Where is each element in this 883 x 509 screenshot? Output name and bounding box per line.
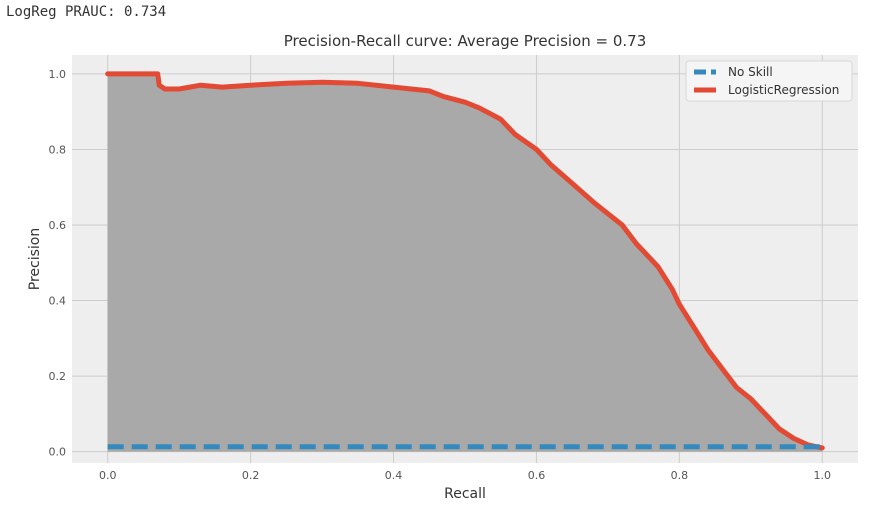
x-tick-label: 1.0 xyxy=(814,469,832,482)
x-tick-label: 0.0 xyxy=(99,469,117,482)
y-tick-label: 0.4 xyxy=(49,295,67,308)
x-tick-label: 0.6 xyxy=(528,469,546,482)
chart-title: Precision-Recall curve: Average Precisio… xyxy=(284,32,647,50)
x-tick-label: 0.2 xyxy=(242,469,260,482)
y-tick-label: 0.2 xyxy=(49,370,67,383)
legend-box xyxy=(685,60,853,102)
y-tick-label: 0.0 xyxy=(49,446,67,459)
y-axis-label: Precision xyxy=(27,228,43,290)
x-tick-label: 0.8 xyxy=(671,469,689,482)
x-tick-label: 0.4 xyxy=(385,469,403,482)
console-output: LogReg PRAUC: 0.734 xyxy=(6,4,167,20)
y-tick-label: 0.6 xyxy=(49,219,67,232)
legend: No Skill LogisticRegression xyxy=(685,60,853,102)
series-line-logistic-regression xyxy=(105,71,825,451)
y-axis-ticks: 0.0 0.2 0.4 0.6 0.8 1.0 xyxy=(49,68,67,459)
y-tick-label: 0.8 xyxy=(49,143,67,156)
legend-entry-no-skill: No Skill xyxy=(728,65,773,79)
y-tick-label: 1.0 xyxy=(49,68,67,81)
x-axis-ticks: 0.0 0.2 0.4 0.6 0.8 1.0 xyxy=(99,469,831,482)
legend-entry-logistic-regression: LogisticRegression xyxy=(728,83,839,97)
x-axis-label: Recall xyxy=(444,486,486,502)
area-under-curve xyxy=(107,73,823,452)
